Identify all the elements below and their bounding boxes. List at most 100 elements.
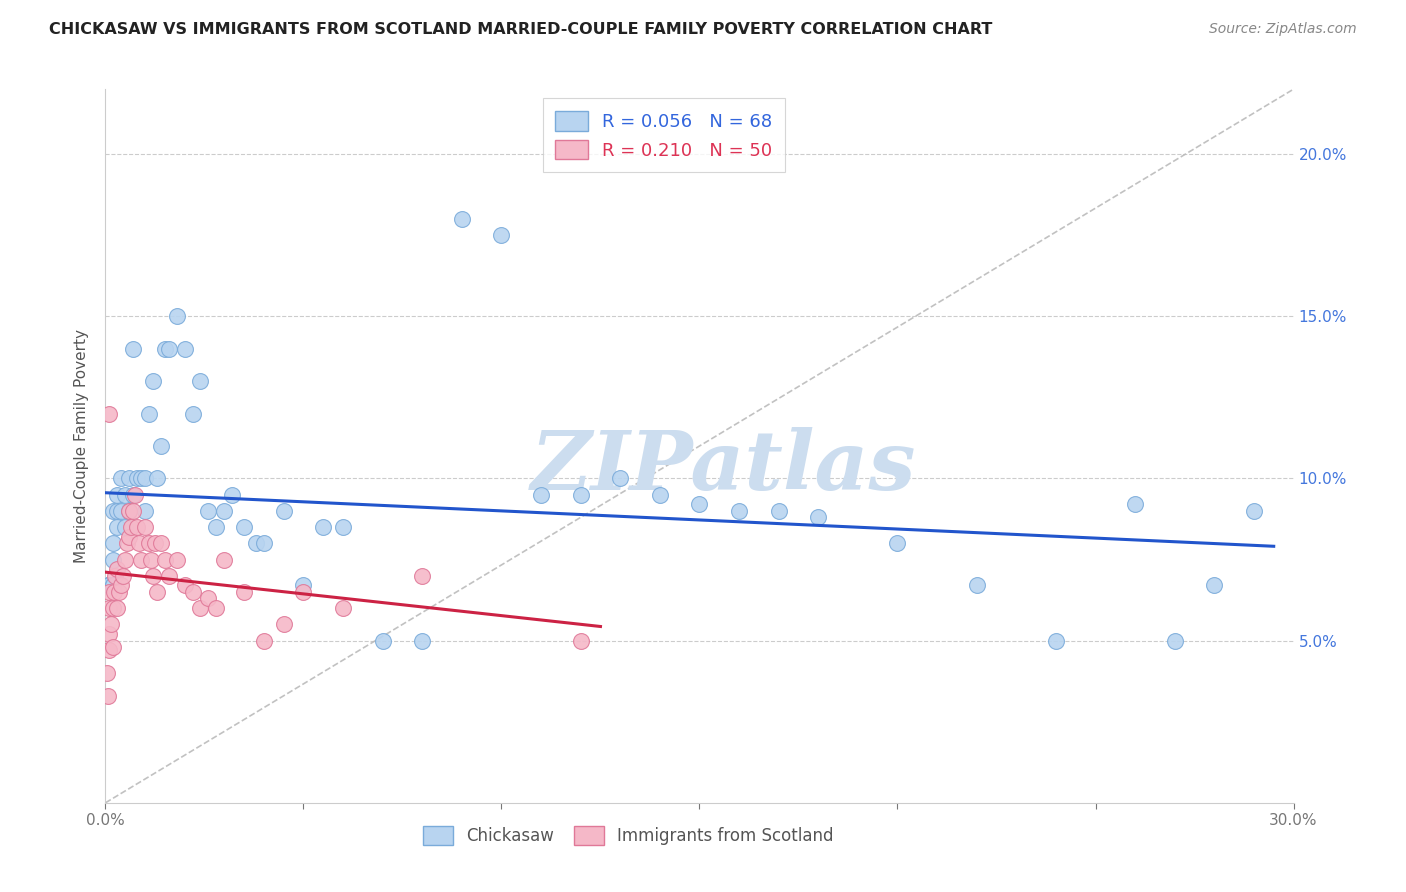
Point	[108, 585, 131, 599]
Point	[966, 578, 988, 592]
Point	[98, 578, 121, 592]
Point	[103, 578, 125, 592]
Point	[149, 536, 172, 550]
Point	[110, 578, 132, 592]
Point	[105, 520, 128, 534]
Point	[118, 530, 141, 544]
Point	[112, 568, 135, 582]
Point	[115, 536, 138, 550]
Point	[98, 578, 121, 592]
Point	[122, 488, 145, 502]
Point	[104, 568, 127, 582]
Point	[253, 536, 276, 550]
Point	[98, 585, 121, 599]
Point	[143, 536, 166, 550]
Point	[122, 504, 145, 518]
Text: Source: ZipAtlas.com: Source: ZipAtlas.com	[1209, 22, 1357, 37]
Point	[273, 617, 295, 632]
Point	[728, 504, 751, 518]
Point	[142, 568, 165, 582]
Point	[103, 536, 125, 550]
Point	[98, 627, 121, 641]
Point	[98, 643, 121, 657]
Point	[569, 488, 592, 502]
Point	[118, 504, 141, 518]
Point	[114, 488, 136, 502]
Point	[98, 578, 121, 592]
Y-axis label: Married-Couple Family Poverty: Married-Couple Family Poverty	[75, 329, 90, 563]
Point	[103, 585, 125, 599]
Point	[166, 552, 188, 566]
Point	[142, 374, 165, 388]
Text: CHICKASAW VS IMMIGRANTS FROM SCOTLAND MARRIED-COUPLE FAMILY POVERTY CORRELATION : CHICKASAW VS IMMIGRANTS FROM SCOTLAND MA…	[49, 22, 993, 37]
Point	[127, 520, 149, 534]
Point	[103, 578, 125, 592]
Point	[153, 342, 176, 356]
Point	[1243, 504, 1265, 518]
Point	[332, 520, 354, 534]
Point	[103, 601, 125, 615]
Point	[205, 520, 228, 534]
Point	[450, 211, 472, 226]
Point	[292, 578, 315, 592]
Point	[105, 504, 128, 518]
Point	[98, 578, 121, 592]
Point	[139, 552, 162, 566]
Point	[1123, 497, 1146, 511]
Point	[110, 471, 132, 485]
Point	[190, 601, 212, 615]
Legend: Chickasaw, Immigrants from Scotland: Chickasaw, Immigrants from Scotland	[413, 816, 844, 855]
Point	[134, 504, 156, 518]
Point	[157, 568, 180, 582]
Point	[181, 585, 204, 599]
Point	[124, 488, 146, 502]
Point	[149, 439, 172, 453]
Point	[609, 471, 631, 485]
Point	[96, 666, 118, 681]
Point	[273, 504, 295, 518]
Point	[214, 552, 236, 566]
Point	[100, 617, 122, 632]
Point	[1045, 633, 1067, 648]
Point	[530, 488, 553, 502]
Point	[371, 633, 394, 648]
Point	[103, 552, 125, 566]
Point	[886, 536, 908, 550]
Point	[134, 520, 156, 534]
Point	[146, 585, 169, 599]
Point	[233, 585, 256, 599]
Point	[146, 471, 169, 485]
Point	[98, 578, 121, 592]
Point	[128, 536, 150, 550]
Point	[129, 471, 152, 485]
Point	[127, 471, 149, 485]
Point	[205, 601, 228, 615]
Point	[292, 585, 315, 599]
Point	[332, 601, 354, 615]
Point	[491, 228, 513, 243]
Point	[118, 504, 141, 518]
Point	[221, 488, 243, 502]
Point	[98, 578, 121, 592]
Point	[98, 407, 121, 421]
Text: ZIPatlas: ZIPatlas	[530, 427, 915, 508]
Point	[1204, 578, 1226, 592]
Point	[153, 552, 176, 566]
Point	[197, 504, 219, 518]
Point	[98, 601, 121, 615]
Point	[118, 471, 141, 485]
Point	[768, 504, 790, 518]
Point	[105, 601, 128, 615]
Point	[114, 552, 136, 566]
Point	[134, 471, 156, 485]
Point	[110, 504, 132, 518]
Point	[138, 407, 160, 421]
Point	[166, 310, 188, 324]
Point	[105, 562, 128, 576]
Point	[173, 342, 195, 356]
Point	[569, 633, 592, 648]
Point	[129, 552, 152, 566]
Point	[105, 488, 128, 502]
Point	[114, 520, 136, 534]
Point	[120, 520, 142, 534]
